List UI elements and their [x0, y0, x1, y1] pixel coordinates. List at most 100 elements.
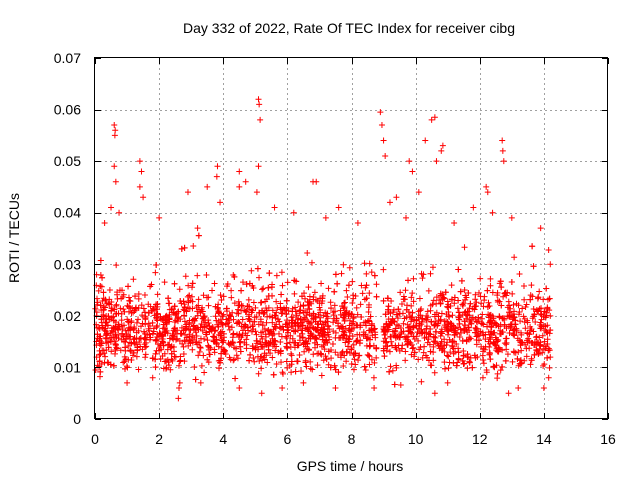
data-point	[132, 341, 139, 348]
data-point	[464, 365, 471, 372]
data-point	[302, 339, 309, 346]
data-point	[211, 349, 218, 356]
data-point	[403, 306, 410, 313]
data-point	[371, 359, 378, 366]
data-point	[185, 304, 192, 311]
data-point	[368, 269, 375, 276]
data-point	[262, 333, 269, 340]
data-point	[167, 344, 174, 351]
data-point	[477, 275, 484, 282]
data-point	[186, 292, 193, 299]
data-point	[310, 310, 317, 317]
data-point	[472, 329, 479, 336]
data-point	[297, 307, 304, 314]
data-point	[427, 348, 434, 355]
data-point	[271, 323, 278, 330]
data-point	[259, 357, 266, 364]
data-point	[157, 356, 164, 363]
data-point	[105, 344, 112, 351]
data-point	[216, 365, 223, 372]
y-tick-label: 0.07	[54, 50, 81, 66]
data-point	[298, 293, 305, 300]
data-point	[132, 293, 139, 300]
data-point	[465, 353, 472, 360]
data-point	[517, 342, 524, 349]
data-point	[284, 279, 291, 286]
data-point	[378, 122, 385, 129]
data-point	[289, 317, 296, 324]
data-point	[380, 347, 387, 354]
data-point	[495, 348, 502, 355]
data-point	[125, 308, 132, 315]
data-point	[435, 313, 442, 320]
data-point	[153, 347, 160, 354]
data-point	[110, 362, 117, 369]
data-point	[260, 311, 267, 318]
data-point	[537, 319, 544, 326]
data-point	[239, 332, 246, 339]
x-tick-labels: 0 2 4 6 8 10 12 14 16	[91, 431, 616, 447]
data-point	[251, 318, 258, 325]
y-tick-label: 0.02	[54, 308, 81, 324]
data-point	[206, 351, 213, 358]
data-point	[191, 364, 198, 371]
data-point	[142, 315, 149, 322]
data-point	[255, 163, 262, 170]
data-point	[106, 286, 113, 293]
data-point	[453, 362, 460, 369]
data-point	[475, 330, 482, 337]
data-point	[254, 265, 261, 272]
data-point	[475, 337, 482, 344]
data-point	[236, 183, 243, 190]
data-point	[349, 333, 356, 340]
y-tick-label: 0.03	[54, 256, 81, 272]
data-point	[209, 287, 216, 294]
data-point	[519, 305, 526, 312]
data-point	[415, 189, 422, 196]
data-point	[153, 324, 160, 331]
data-point	[409, 345, 416, 352]
data-point	[345, 326, 352, 333]
data-point	[182, 273, 189, 280]
data-point	[431, 369, 438, 376]
data-point	[370, 326, 377, 333]
data-point	[385, 303, 392, 310]
data-point	[494, 370, 501, 377]
data-point	[120, 359, 127, 366]
data-point	[537, 225, 544, 232]
data-point	[271, 341, 278, 348]
data-point	[433, 294, 440, 301]
data-point	[187, 327, 194, 334]
data-point	[410, 275, 417, 282]
data-point	[135, 366, 142, 373]
data-point	[239, 316, 246, 323]
data-point	[213, 173, 220, 180]
data-point	[340, 261, 347, 268]
data-point	[264, 359, 271, 366]
data-point	[477, 293, 484, 300]
data-point	[506, 309, 513, 316]
data-point	[218, 319, 225, 326]
data-point	[261, 325, 268, 332]
data-point	[314, 362, 321, 369]
data-point	[423, 323, 430, 330]
data-point	[318, 343, 325, 350]
data-point	[100, 289, 107, 296]
data-point	[299, 322, 306, 329]
data-point	[106, 316, 113, 323]
data-point	[381, 331, 388, 338]
data-point	[280, 326, 287, 333]
data-point	[459, 357, 466, 364]
data-point	[433, 328, 440, 335]
data-point	[103, 300, 110, 307]
data-point	[464, 351, 471, 358]
data-point	[151, 306, 158, 313]
data-point	[424, 339, 431, 346]
data-point	[221, 348, 228, 355]
data-point	[213, 317, 220, 324]
data-point	[403, 214, 410, 221]
data-point	[107, 338, 114, 345]
data-point	[211, 280, 218, 287]
data-point	[305, 284, 312, 291]
data-point	[244, 303, 251, 310]
